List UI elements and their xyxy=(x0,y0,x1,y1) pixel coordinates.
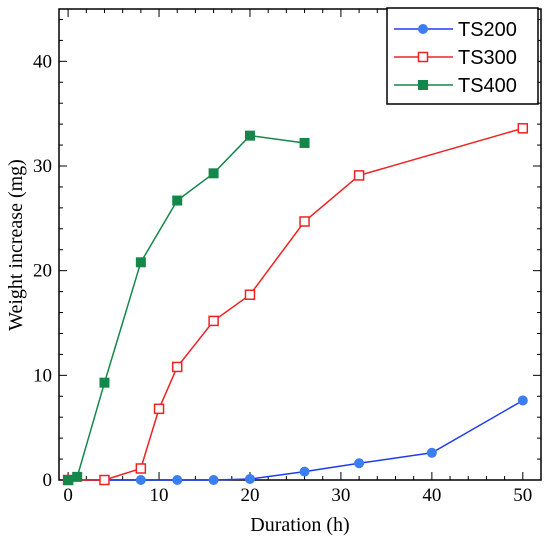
data-point xyxy=(517,395,528,406)
legend-box xyxy=(386,7,539,105)
data-point xyxy=(63,475,74,485)
data-point xyxy=(99,474,110,486)
plot-frame xyxy=(58,8,542,481)
x-tick-label: 20 xyxy=(240,485,259,506)
y-tick-label: 30 xyxy=(33,156,52,177)
x-axis-title: Duration (h) xyxy=(250,514,349,536)
data-point xyxy=(244,130,255,141)
data-point xyxy=(418,80,428,90)
data-point xyxy=(153,403,165,415)
data-point xyxy=(99,377,110,388)
legend: TS200 TS300 TS400 xyxy=(386,7,539,105)
series-line xyxy=(67,134,305,481)
legend-items: TS200 TS300 TS400 xyxy=(394,19,517,97)
legend-item-ts400: TS400 xyxy=(394,75,517,97)
x-tick-label: 40 xyxy=(422,485,441,506)
y-axis-title: Weight increase (mg) xyxy=(5,159,27,331)
series-line xyxy=(68,399,524,481)
x-tick-labels: 0 10 20 30 40 50 xyxy=(63,485,532,506)
y-tick-label: 0 xyxy=(43,470,53,491)
data-point xyxy=(299,137,310,148)
x-tick-label: 10 xyxy=(150,485,169,506)
series-line xyxy=(68,127,524,481)
y-tick-label: 20 xyxy=(33,261,52,282)
data-point xyxy=(172,475,183,485)
y-tick-label: 10 xyxy=(33,365,52,386)
data-point xyxy=(135,463,147,474)
legend-label: TS200 xyxy=(458,19,517,41)
data-point xyxy=(517,123,529,134)
data-point xyxy=(244,473,255,484)
series-ts300 xyxy=(62,123,529,486)
data-point xyxy=(354,458,365,469)
data-point xyxy=(426,447,437,458)
data-point xyxy=(244,289,256,300)
y-tick-labels: 0 10 20 30 40 xyxy=(33,51,52,491)
legend-label: TS400 xyxy=(458,75,517,97)
data-point xyxy=(299,216,310,227)
data-point xyxy=(135,475,146,485)
legend-item-ts300: TS300 xyxy=(394,47,517,69)
y-tick-label: 40 xyxy=(33,51,52,72)
data-point xyxy=(208,475,219,485)
legend-label: TS300 xyxy=(458,47,517,69)
data-point xyxy=(353,170,365,181)
data-point xyxy=(135,257,146,268)
x-tick-label: 30 xyxy=(331,485,350,506)
legend-item-ts200: TS200 xyxy=(394,19,517,41)
x-tick-label: 0 xyxy=(63,485,73,506)
series-layer xyxy=(62,123,529,486)
data-point xyxy=(299,466,310,477)
data-point xyxy=(417,51,429,63)
data-point xyxy=(208,168,219,179)
data-point xyxy=(72,471,83,482)
x-tick-label: 50 xyxy=(513,485,532,506)
data-point xyxy=(171,361,183,373)
data-point xyxy=(208,315,219,327)
data-point xyxy=(418,24,428,34)
data-point xyxy=(172,195,183,206)
series-ts400 xyxy=(63,130,310,485)
